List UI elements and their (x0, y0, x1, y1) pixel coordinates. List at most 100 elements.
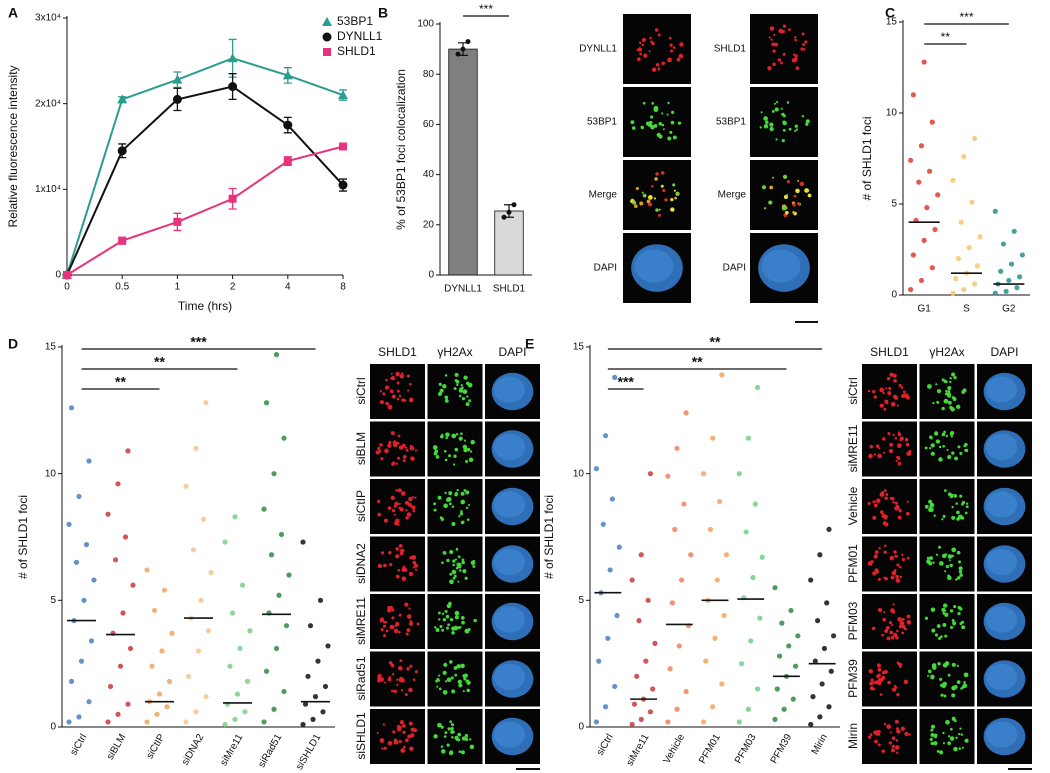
focus (442, 670, 447, 675)
focus (472, 559, 475, 562)
focus (460, 750, 465, 755)
focus (890, 575, 895, 580)
data-point (910, 252, 916, 258)
focus (952, 397, 957, 402)
focus (408, 571, 414, 577)
focus (887, 680, 891, 685)
data-point (759, 554, 765, 560)
focus (390, 495, 395, 500)
micrograph (919, 709, 975, 764)
focus (886, 377, 891, 381)
focus (408, 721, 413, 726)
marker (338, 180, 348, 190)
focus (449, 549, 454, 554)
focus (867, 501, 871, 505)
data-point (629, 721, 635, 728)
focus (942, 662, 948, 668)
focus (462, 569, 467, 574)
focus (408, 496, 413, 502)
focus (906, 620, 912, 625)
focus (882, 617, 887, 622)
focus (660, 171, 665, 175)
y-tick-label: 10 (45, 468, 57, 479)
focus (955, 457, 958, 461)
nucleus-shade (985, 433, 1018, 461)
focus (889, 496, 893, 500)
focus (444, 374, 448, 377)
focus (412, 560, 417, 565)
data-point (1017, 274, 1023, 280)
focus (953, 494, 957, 498)
focus (942, 603, 948, 608)
focus (653, 105, 659, 111)
panel-letter: B (378, 5, 388, 21)
focus (381, 747, 384, 750)
focus (412, 678, 416, 682)
focus (457, 626, 461, 630)
focus (444, 680, 448, 683)
focus (391, 461, 396, 466)
x-axis-label: Time (hrs) (178, 299, 232, 313)
focus (879, 403, 884, 408)
focus (956, 680, 961, 684)
data-point (826, 526, 832, 533)
micrograph (370, 594, 425, 649)
marker (63, 271, 71, 279)
x-tick-label: siMre11 (625, 732, 652, 768)
focus (944, 392, 948, 396)
marker (227, 53, 238, 63)
micrograph (427, 479, 483, 534)
focus (438, 392, 442, 396)
data-point (612, 374, 618, 380)
data-point (935, 192, 941, 198)
focus (400, 678, 405, 683)
focus (869, 686, 874, 691)
data-point (263, 400, 270, 406)
focus (878, 447, 881, 450)
focus (942, 514, 946, 518)
focus (893, 569, 897, 572)
focus (469, 744, 475, 750)
focus (795, 66, 800, 71)
focus (670, 49, 674, 53)
focus (469, 738, 472, 741)
data-point (161, 587, 168, 593)
data-point (824, 600, 830, 606)
data-point (105, 511, 111, 517)
data-point (681, 501, 687, 507)
focus (457, 679, 462, 684)
focus (881, 633, 885, 637)
focus (883, 576, 886, 579)
focus (641, 37, 646, 42)
data-point (817, 714, 823, 720)
focus (463, 439, 467, 442)
focus (960, 733, 964, 736)
focus (445, 432, 450, 437)
focus (399, 659, 403, 663)
data-point (810, 694, 816, 700)
focus (964, 448, 969, 453)
y-tick-label: 0 (891, 290, 897, 301)
focus (400, 491, 406, 496)
micrograph (427, 651, 483, 707)
focus (662, 128, 665, 131)
focus (894, 501, 898, 505)
focus (392, 673, 395, 676)
focus (414, 449, 418, 452)
focus (876, 444, 880, 449)
focus (880, 510, 884, 515)
focus (959, 494, 963, 498)
data-point (120, 610, 126, 616)
focus (805, 119, 810, 124)
data-point (198, 597, 204, 603)
data-point (190, 547, 197, 553)
focus (461, 620, 465, 625)
focus (884, 496, 888, 500)
data-point (244, 678, 251, 685)
focus (393, 513, 396, 516)
focus (658, 208, 661, 211)
focus (379, 400, 384, 405)
focus (395, 574, 400, 579)
legend-label: 53BP1 (337, 14, 373, 28)
focus (672, 46, 676, 49)
